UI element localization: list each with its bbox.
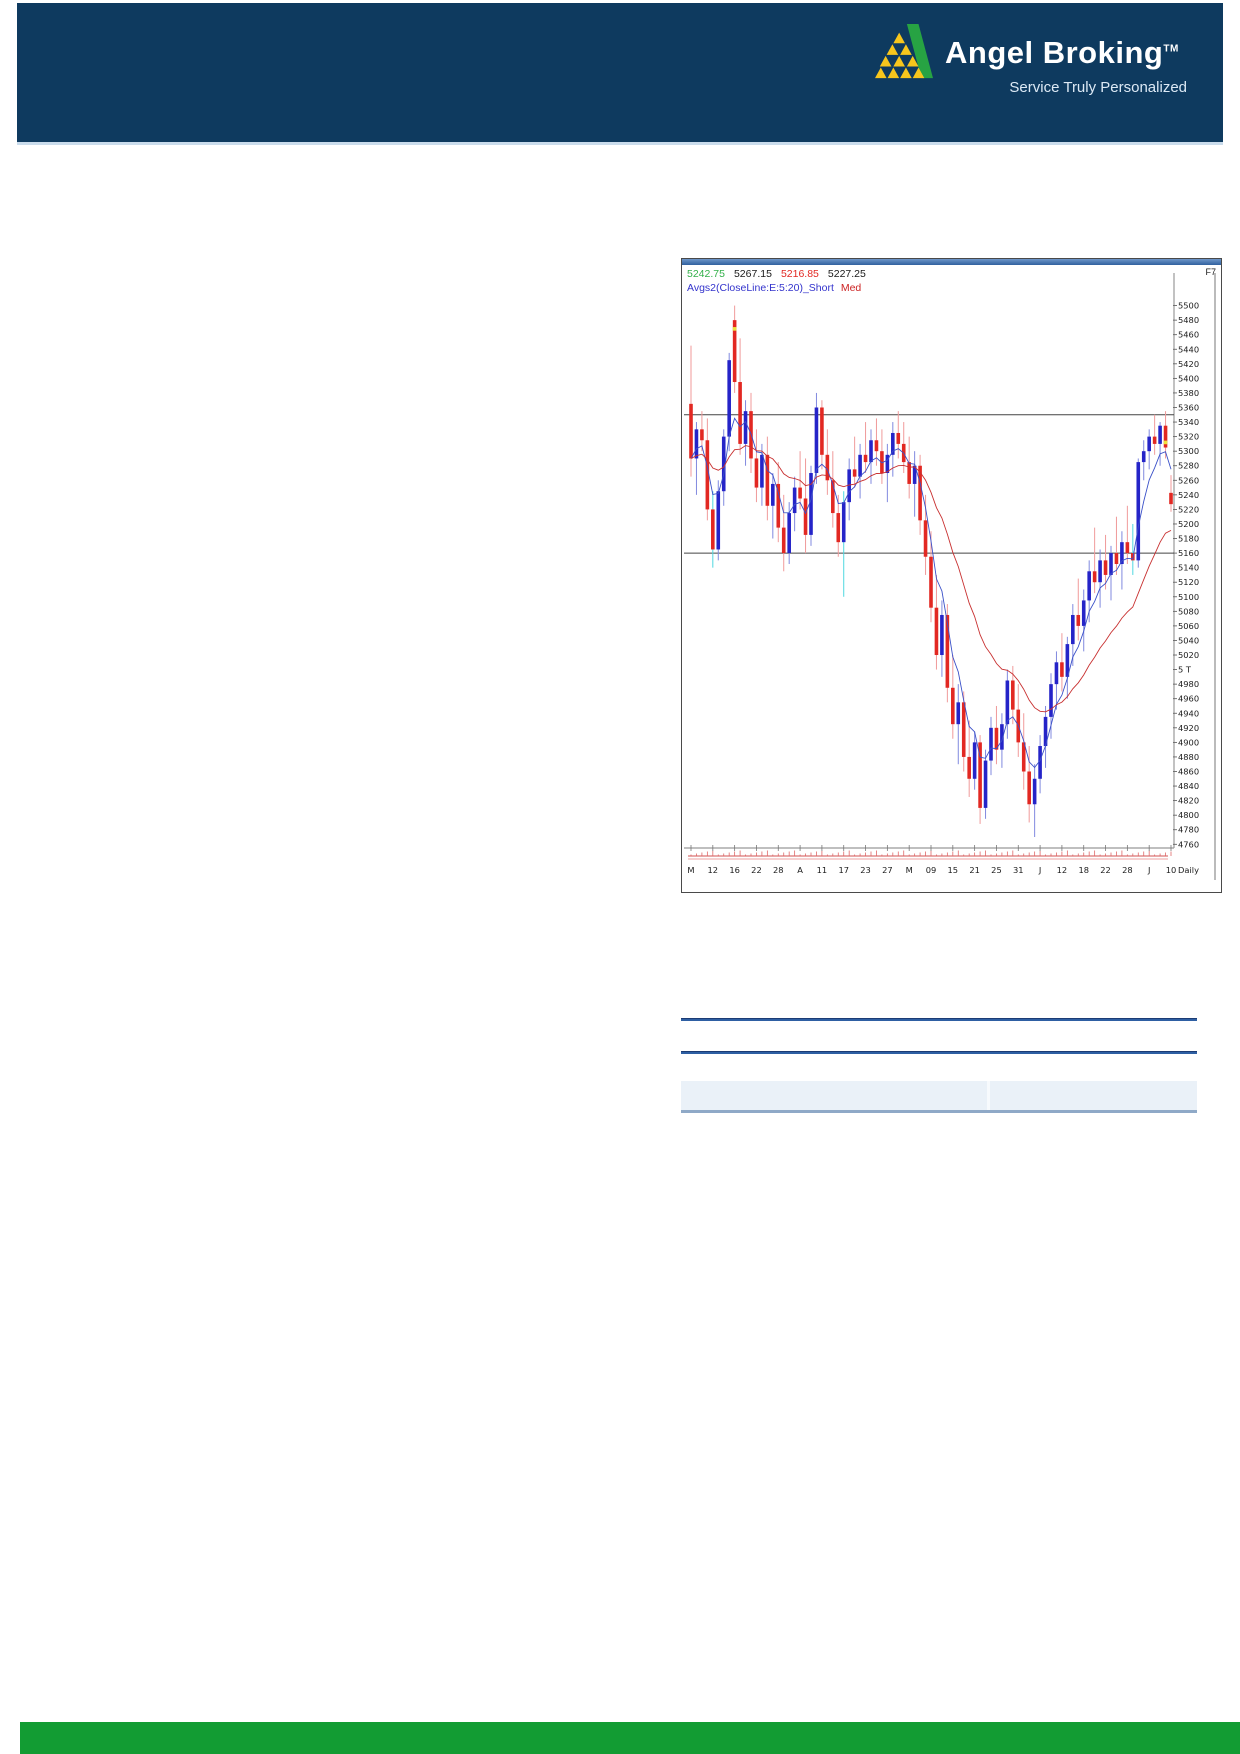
- svg-text:09: 09: [926, 865, 937, 875]
- svg-text:5340: 5340: [1178, 417, 1199, 427]
- function-key-label: F7: [1205, 267, 1216, 277]
- svg-text:4780: 4780: [1178, 825, 1199, 835]
- quote-low: 5216.85: [780, 268, 819, 280]
- trademark-mark: TM: [1163, 43, 1179, 55]
- svg-text:5220: 5220: [1178, 504, 1199, 514]
- svg-text:28: 28: [1122, 865, 1133, 875]
- chart-title-strip: [682, 259, 1221, 265]
- price-chart-window: 5500 5480 5460 5440 5420 5400 5380 5360 5340 5320…: [681, 258, 1222, 893]
- svg-text:4920: 4920: [1178, 723, 1199, 733]
- svg-text:31: 31: [1013, 865, 1024, 875]
- svg-text:18: 18: [1078, 865, 1089, 875]
- indicator-label: Avgs2(CloseLine:E:5:20)_Short: [687, 282, 834, 294]
- svg-text:28: 28: [773, 865, 784, 875]
- svg-text:5120: 5120: [1178, 577, 1199, 587]
- svg-text:4980: 4980: [1178, 679, 1199, 689]
- svg-text:5400: 5400: [1178, 373, 1199, 383]
- svg-text:22: 22: [751, 865, 762, 875]
- svg-text:4880: 4880: [1178, 752, 1199, 762]
- svg-text:5180: 5180: [1178, 534, 1199, 544]
- svg-text:5280: 5280: [1178, 461, 1199, 471]
- svg-text:5200: 5200: [1178, 519, 1199, 529]
- svg-text:4800: 4800: [1178, 810, 1199, 820]
- svg-text:4900: 4900: [1178, 737, 1199, 747]
- quote-close: 5227.25: [827, 268, 866, 280]
- svg-text:5020: 5020: [1178, 650, 1199, 660]
- svg-text:21: 21: [969, 865, 980, 875]
- svg-text:12: 12: [708, 865, 719, 875]
- svg-text:5440: 5440: [1178, 344, 1199, 354]
- svg-text:5420: 5420: [1178, 359, 1199, 369]
- logo-green-stripe: [906, 23, 933, 79]
- svg-text:5160: 5160: [1178, 548, 1199, 558]
- svg-text:5100: 5100: [1178, 592, 1199, 602]
- svg-text:A: A: [797, 865, 803, 875]
- ohlc-quote-row: 5242.75 5267.15 5216.85 5227.25: [687, 268, 875, 280]
- svg-text:J: J: [1147, 865, 1150, 875]
- svg-text:12: 12: [1057, 865, 1068, 875]
- svg-text:5320: 5320: [1178, 432, 1199, 442]
- brand-tagline: Service Truly Personalized: [1009, 79, 1187, 96]
- svg-text:5500: 5500: [1178, 301, 1199, 311]
- svg-text:23: 23: [860, 865, 871, 875]
- candlestick-chart-canvas: 5500 5480 5460 5440 5420 5400 5380 5360 5340 5320…: [684, 273, 1216, 880]
- svg-text:5480: 5480: [1178, 315, 1199, 325]
- svg-text:22: 22: [1100, 865, 1111, 875]
- angel-broking-logo: [875, 23, 933, 79]
- svg-text:17: 17: [838, 865, 849, 875]
- svg-text:4940: 4940: [1178, 708, 1199, 718]
- svg-text:5360: 5360: [1178, 402, 1199, 412]
- svg-text:5040: 5040: [1178, 635, 1199, 645]
- svg-text:Daily: Daily: [1178, 865, 1199, 875]
- svg-text:4760: 4760: [1178, 839, 1199, 849]
- svg-text:15: 15: [948, 865, 959, 875]
- brand-name: Angel BrokingTM: [945, 35, 1179, 70]
- logo-yellow-triangles: [875, 32, 925, 79]
- section-rule-middle: [681, 1051, 1197, 1054]
- svg-text:M: M: [906, 865, 913, 875]
- svg-text:5 T: 5 T: [1178, 665, 1192, 675]
- svg-text:4860: 4860: [1178, 766, 1199, 776]
- svg-text:5080: 5080: [1178, 606, 1199, 616]
- svg-text:5460: 5460: [1178, 330, 1199, 340]
- svg-text:4960: 4960: [1178, 694, 1199, 704]
- svg-text:M: M: [687, 865, 694, 875]
- svg-text:4840: 4840: [1178, 781, 1199, 791]
- svg-text:5380: 5380: [1178, 388, 1199, 398]
- svg-text:5060: 5060: [1178, 621, 1199, 631]
- table-column-divider: [987, 1081, 990, 1110]
- svg-text:10: 10: [1166, 865, 1177, 875]
- quote-open: 5242.75: [687, 268, 725, 280]
- svg-text:5240: 5240: [1178, 490, 1199, 500]
- quote-high: 5267.15: [733, 268, 772, 280]
- svg-text:4820: 4820: [1178, 796, 1199, 806]
- svg-text:11: 11: [817, 865, 828, 875]
- indicator-suffix: Med: [840, 282, 862, 294]
- svg-text:27: 27: [882, 865, 893, 875]
- section-rule-top: [681, 1018, 1197, 1021]
- svg-text:25: 25: [991, 865, 1002, 875]
- svg-text:5300: 5300: [1178, 446, 1199, 456]
- svg-text:J: J: [1038, 865, 1041, 875]
- report-header: Angel BrokingTM Service Truly Personaliz…: [17, 3, 1223, 145]
- svg-text:5260: 5260: [1178, 475, 1199, 485]
- svg-text:5140: 5140: [1178, 563, 1199, 573]
- footer-bar: [20, 1722, 1240, 1754]
- indicator-label-row: Avgs2(CloseLine:E:5:20)_Short Med: [687, 282, 861, 294]
- table-header-band: [681, 1081, 1197, 1113]
- svg-text:16: 16: [729, 865, 740, 875]
